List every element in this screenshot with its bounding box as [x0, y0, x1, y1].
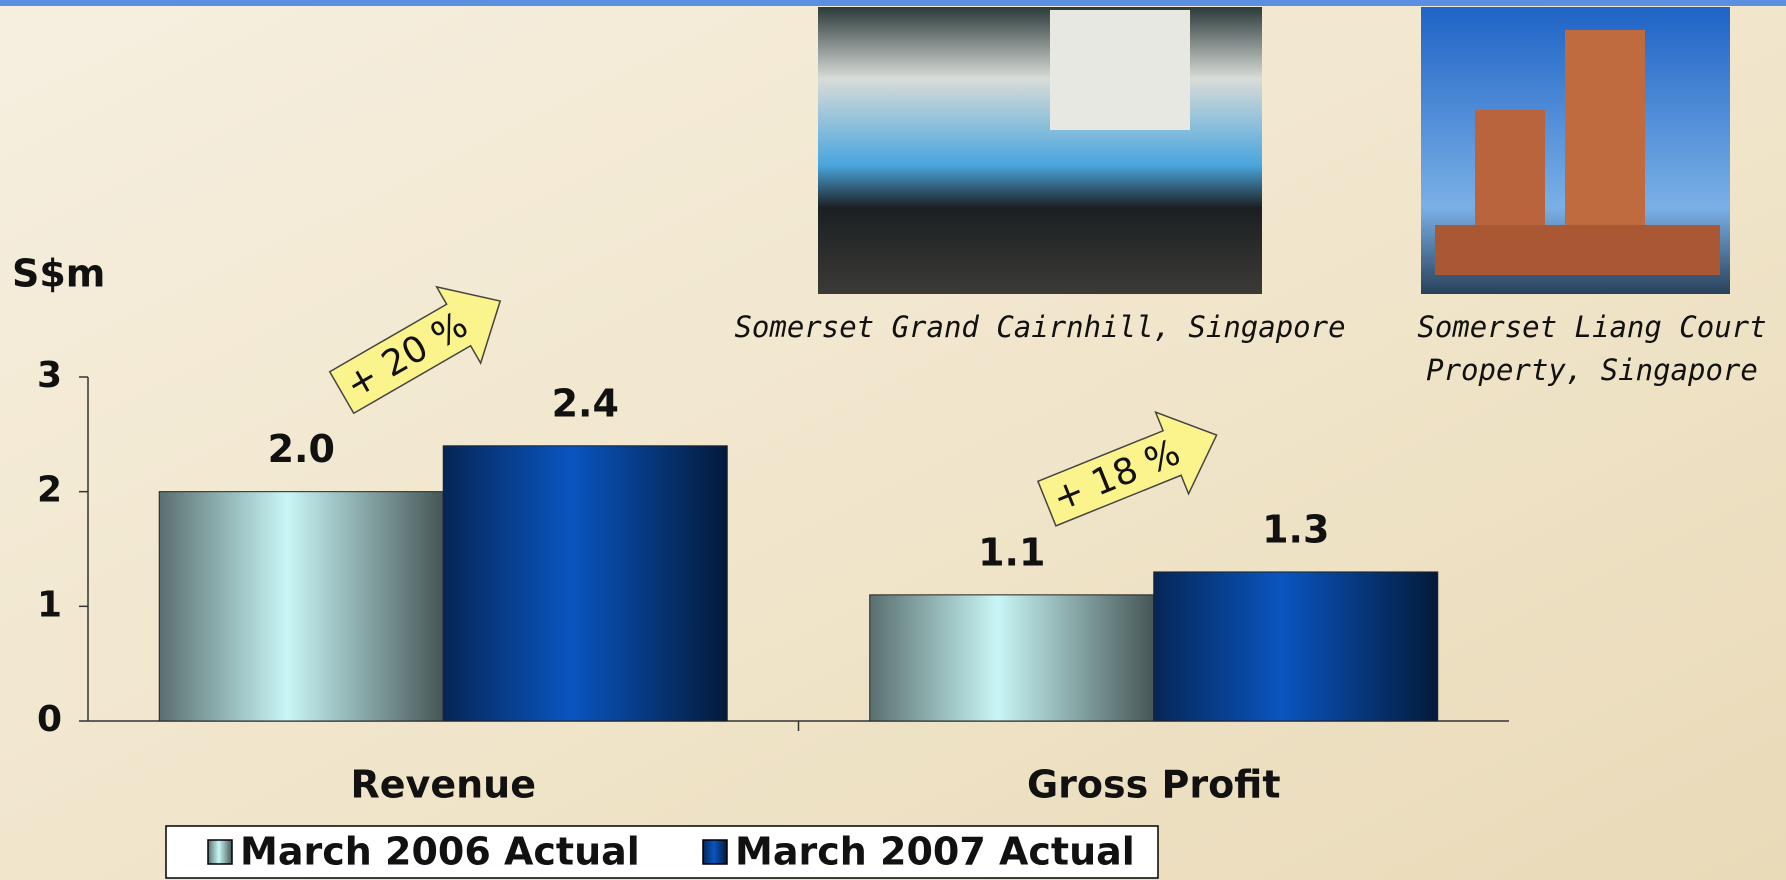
arrow-shape — [328, 285, 502, 415]
photo-caption: Property, Singapore — [1426, 353, 1758, 387]
photo — [818, 7, 1262, 294]
y-tick-label: 3 — [37, 355, 62, 396]
legend — [165, 825, 1159, 879]
x-tick-label: Revenue — [351, 763, 536, 807]
bar — [442, 445, 728, 722]
y-tick-label: 1 — [37, 584, 62, 625]
top-bar — [0, 0, 1786, 6]
value-label: 2.4 — [552, 381, 619, 425]
bar — [1153, 571, 1439, 722]
photo-building — [1050, 10, 1190, 130]
x-tick-label: Gross Profit — [1027, 763, 1281, 807]
value-label: 1.3 — [1262, 507, 1329, 551]
y-axis-label: S$m — [12, 252, 105, 296]
photo-podium — [1435, 225, 1720, 275]
y-tick-label: 2 — [37, 470, 62, 511]
legend-swatch — [702, 839, 728, 865]
bar — [869, 594, 1155, 722]
legend-swatch — [207, 839, 233, 865]
photo — [1421, 7, 1730, 294]
y-tick-label: 0 — [37, 699, 62, 740]
photo-caption: Somerset Liang Court — [1417, 310, 1766, 344]
bar — [158, 491, 444, 722]
photo-caption: Somerset Grand Cairnhill, Singapore — [734, 310, 1345, 344]
legend-label: March 2006 Actual — [240, 830, 640, 874]
value-label: 2.0 — [268, 427, 335, 471]
legend-label: March 2007 Actual — [735, 830, 1135, 874]
arrow-shape — [1036, 410, 1218, 527]
value-label: 1.1 — [978, 530, 1045, 574]
photo-cairnhill — [818, 7, 1262, 294]
